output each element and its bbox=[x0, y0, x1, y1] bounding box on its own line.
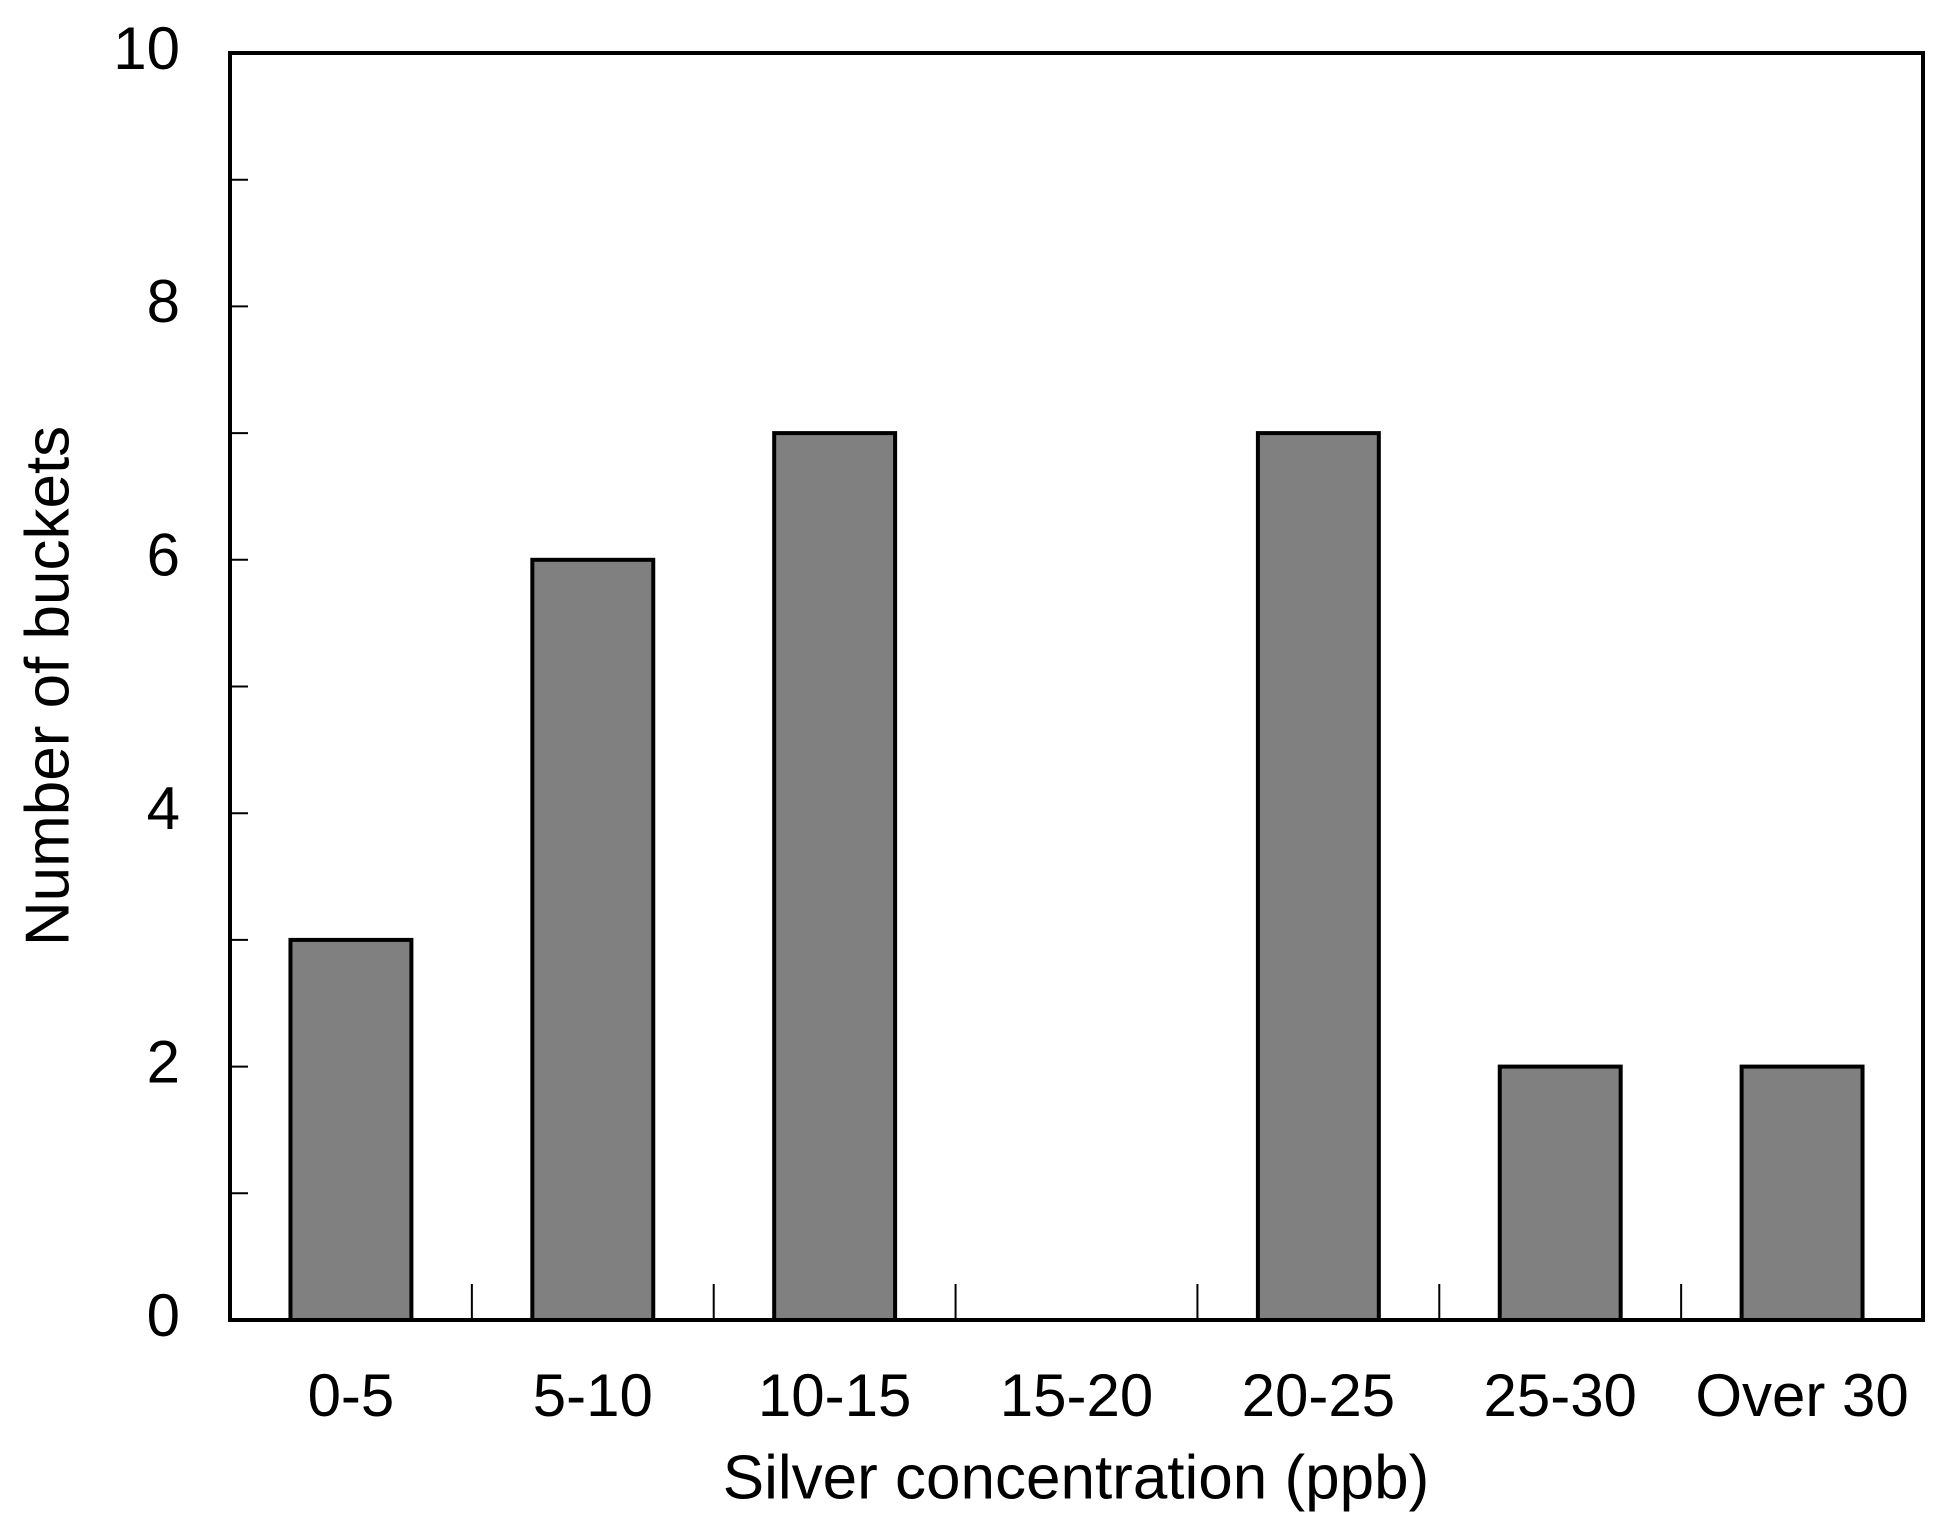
bar bbox=[530, 557, 656, 1322]
bar bbox=[1739, 1064, 1865, 1322]
y-tick-label: 4 bbox=[147, 775, 180, 842]
y-tick-label: 10 bbox=[113, 15, 180, 82]
y-tick-label: 8 bbox=[147, 268, 180, 335]
y-tick-label: 2 bbox=[147, 1028, 180, 1095]
plot-frame bbox=[228, 51, 1925, 1322]
x-tick-label: 10-15 bbox=[758, 1362, 911, 1429]
x-tick-label: 25-30 bbox=[1483, 1362, 1636, 1429]
x-tick-label: 0-5 bbox=[308, 1362, 395, 1429]
bar bbox=[1255, 431, 1381, 1323]
x-tick-label: Over 30 bbox=[1695, 1362, 1908, 1429]
bar bbox=[1497, 1064, 1623, 1322]
x-tick-label: 15-20 bbox=[1000, 1362, 1153, 1429]
y-tick-label: 0 bbox=[147, 1282, 180, 1349]
y-axis-title: Number of buckets bbox=[13, 426, 82, 946]
bar bbox=[772, 431, 898, 1323]
x-tick-label: 20-25 bbox=[1242, 1362, 1395, 1429]
x-axis-title: Silver concentration (ppb) bbox=[723, 1443, 1429, 1512]
bar bbox=[288, 937, 414, 1323]
y-tick-label: 6 bbox=[147, 522, 180, 589]
x-tick-label: 5-10 bbox=[533, 1362, 653, 1429]
